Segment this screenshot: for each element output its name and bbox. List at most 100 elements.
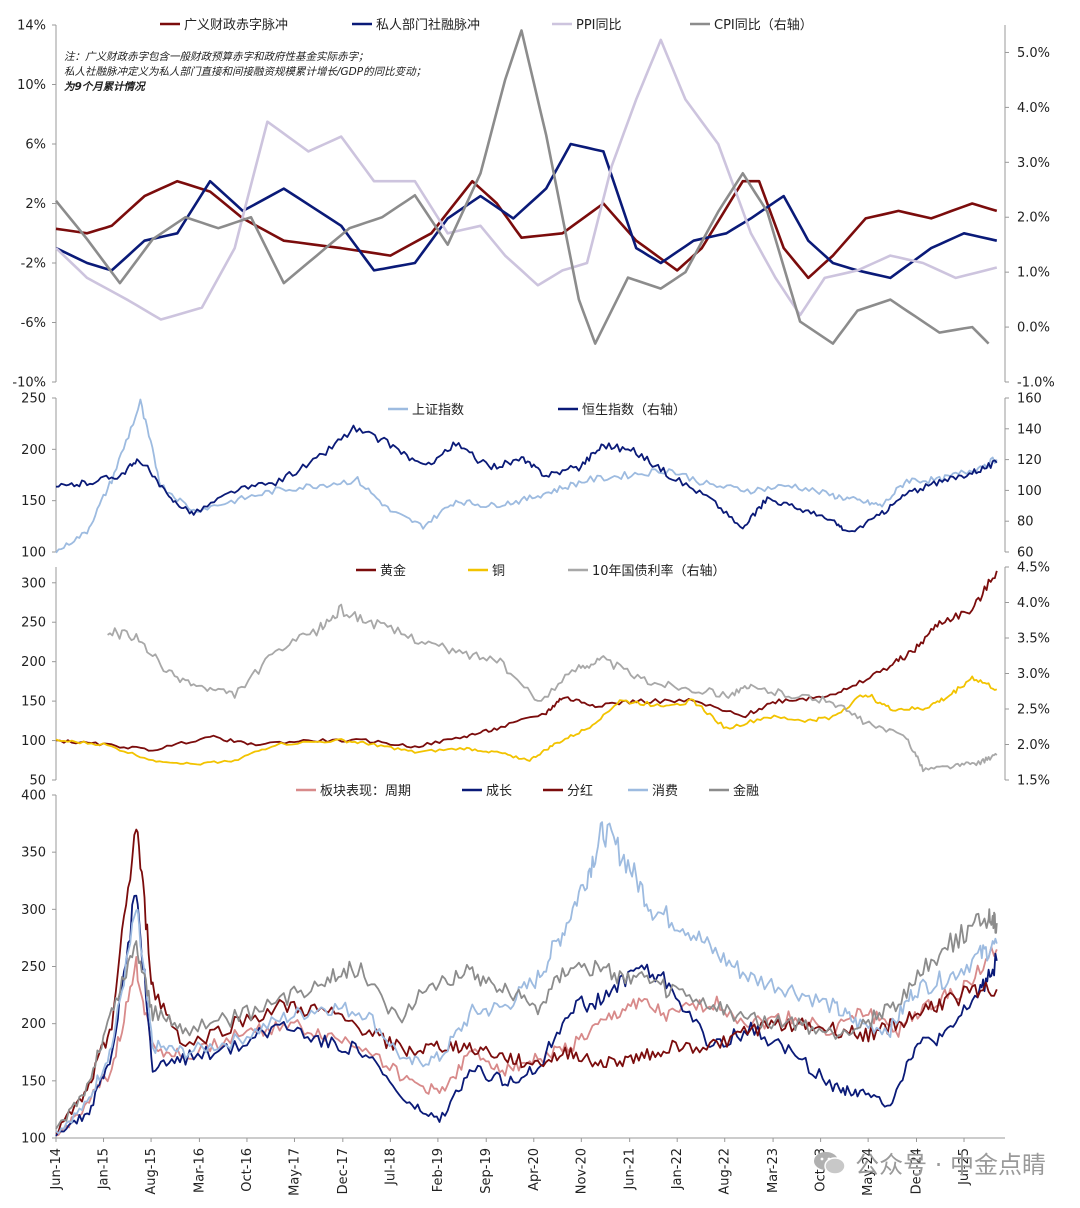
x-tick-label: Jul-18 bbox=[383, 1148, 398, 1186]
legend-label: 成长 bbox=[486, 784, 512, 799]
y-tick-label: 100 bbox=[21, 1132, 46, 1147]
panel-macro: 14% 10% 6% 2% -2% -6% -10% 5.0% 4.0% 3.0% 2.0% 1.0%… bbox=[12, 17, 1054, 391]
y-tick-label: 250 bbox=[21, 392, 46, 407]
y2-tick-label: 1.5% bbox=[1017, 774, 1050, 789]
y2-tick-label: 1.0% bbox=[1017, 266, 1050, 281]
y2-tick-label: 2.5% bbox=[1017, 703, 1050, 718]
y2-tick-label: 4.0% bbox=[1017, 101, 1050, 116]
x-tick-label: Oct-16 bbox=[240, 1148, 255, 1192]
y2-tick-label: 3.0% bbox=[1017, 667, 1050, 682]
y2-tick-label: 80 bbox=[1017, 515, 1034, 530]
series-line-1 bbox=[55, 398, 998, 554]
x-tick-label: Apr-20 bbox=[527, 1148, 542, 1191]
x-tick-label: Sep-19 bbox=[479, 1148, 494, 1194]
legend-label: 消费 bbox=[652, 784, 678, 799]
y-tick-label: 2% bbox=[25, 197, 46, 212]
series-line-1 bbox=[55, 570, 998, 752]
x-tick-label: Feb-19 bbox=[431, 1148, 446, 1192]
x-tick-label: Dec-17 bbox=[336, 1148, 351, 1194]
x-tick-label: Nov-20 bbox=[574, 1148, 589, 1194]
y2-tick-label: 3.0% bbox=[1017, 156, 1050, 171]
y-tick-label: 300 bbox=[21, 903, 46, 918]
watermark: 公众号 · 中金点睛 bbox=[813, 1145, 1046, 1180]
series-line-3 bbox=[55, 38, 998, 321]
y2-tick-label: 160 bbox=[1017, 392, 1042, 407]
y2-tick-label: 2.0% bbox=[1017, 211, 1050, 226]
series-line-2 bbox=[55, 894, 998, 1137]
panel-equity-index: 250 200 150 100 160 140 120 100 80 60 上证指数 恒生指数（右轴） bbox=[21, 392, 1042, 561]
chart-note: 为9个月累计情况 bbox=[64, 80, 146, 93]
legend-label: 黄金 bbox=[380, 563, 406, 579]
y-tick-label: 300 bbox=[21, 576, 46, 591]
legend-label: 10年国债利率（右轴） bbox=[592, 563, 726, 579]
y-tick-label: 250 bbox=[21, 616, 46, 631]
y-tick-label: 200 bbox=[21, 443, 46, 458]
x-tick-label: Aug-22 bbox=[718, 1148, 733, 1195]
legend-label: 恒生指数（右轴） bbox=[582, 403, 686, 418]
series-line-1 bbox=[55, 179, 998, 280]
series-line-4 bbox=[54, 29, 990, 345]
legend-label: CPI同比（右轴） bbox=[714, 18, 813, 33]
y-tick-label: -6% bbox=[21, 316, 46, 331]
y-tick-label: 100 bbox=[21, 546, 46, 561]
y2-tick-label: 4.5% bbox=[1017, 561, 1050, 576]
y2-tick-label: 140 bbox=[1017, 422, 1042, 437]
y-tick-label: 250 bbox=[21, 960, 46, 975]
y2-tick-label: 60 bbox=[1017, 546, 1034, 561]
y-tick-label: -10% bbox=[12, 376, 46, 391]
y-tick-label: 400 bbox=[21, 789, 46, 804]
y-tick-label: -2% bbox=[21, 257, 46, 272]
y-tick-label: 14% bbox=[17, 19, 46, 34]
wechat-icon bbox=[813, 1150, 847, 1176]
y-tick-label: 10% bbox=[17, 78, 46, 93]
panel-sector-performance: 400 350 300 250 200 150 100 板块表现：周期 成长 分红 消费 金融 Jun-… bbox=[21, 783, 1005, 1196]
legend-label: 私人部门社融脉冲 bbox=[376, 17, 480, 33]
legend-label: 板块表现：周期 bbox=[320, 784, 411, 799]
series-line-3 bbox=[107, 603, 998, 773]
legend-label: 分红 bbox=[567, 783, 593, 799]
watermark-text: 公众号 · 中金点睛 bbox=[855, 1151, 1046, 1179]
series-line-3 bbox=[55, 828, 998, 1135]
y-tick-label: 100 bbox=[21, 734, 46, 749]
y2-tick-label: 4.0% bbox=[1017, 596, 1050, 611]
x-tick-label: Jan-22 bbox=[670, 1148, 685, 1190]
series-line-2 bbox=[55, 424, 998, 533]
legend-label: 金融 bbox=[733, 783, 759, 799]
series-line-4 bbox=[55, 821, 998, 1135]
legend-label: 上证指数 bbox=[412, 403, 464, 418]
y2-tick-label: 5.0% bbox=[1017, 46, 1050, 61]
chart-note: 注：广义财政赤字包含一般财政预算赤字和政府性基金实际赤字； bbox=[64, 51, 369, 63]
x-tick-label: Aug-15 bbox=[144, 1148, 159, 1195]
y-tick-label: 200 bbox=[21, 1017, 46, 1032]
series-line-1 bbox=[55, 946, 998, 1137]
y2-tick-label: 2.0% bbox=[1017, 738, 1050, 753]
x-tick-label: Jul-25 bbox=[957, 1148, 972, 1186]
series-line-5 bbox=[55, 908, 998, 1130]
y-tick-label: 50 bbox=[29, 774, 46, 789]
legend-label: 铜 bbox=[492, 564, 505, 579]
y-tick-label: 350 bbox=[21, 846, 46, 861]
y-tick-label: 150 bbox=[21, 695, 46, 710]
x-tick-label: Mar-23 bbox=[766, 1148, 781, 1193]
y-tick-label: 6% bbox=[25, 138, 46, 153]
y2-tick-label: 120 bbox=[1017, 453, 1042, 468]
x-tick-label: Mar-16 bbox=[192, 1148, 207, 1193]
y-tick-label: 200 bbox=[21, 655, 46, 670]
x-tick-label: Jun-21 bbox=[623, 1148, 638, 1191]
chart-note: 私人社融脉冲定义为私人部门直接和间接融资规模累计增长/GDP的同比变动； bbox=[64, 66, 426, 78]
series-line-2 bbox=[55, 675, 998, 766]
y2-tick-label: 100 bbox=[1017, 484, 1042, 499]
y-tick-label: 150 bbox=[21, 1074, 46, 1089]
x-tick-label: May-24 bbox=[861, 1148, 876, 1196]
y2-tick-label: 3.5% bbox=[1017, 632, 1050, 647]
y2-tick-label: -1.0% bbox=[1017, 376, 1055, 391]
panel-commodities-rates: 300 250 200 150 100 50 4.5% 4.0% 3.5% 3.0% 2.5% 2.0… bbox=[21, 561, 1050, 789]
y2-tick-label: 0.0% bbox=[1017, 321, 1050, 336]
x-tick-label: Dec-24 bbox=[909, 1148, 924, 1194]
y-tick-label: 150 bbox=[21, 494, 46, 509]
legend-label: 广义财政赤字脉冲 bbox=[184, 18, 288, 33]
x-tick-label: Jun-14 bbox=[49, 1148, 64, 1191]
legend-label: PPI同比 bbox=[576, 18, 622, 33]
x-tick-label: Jan-15 bbox=[97, 1148, 112, 1190]
